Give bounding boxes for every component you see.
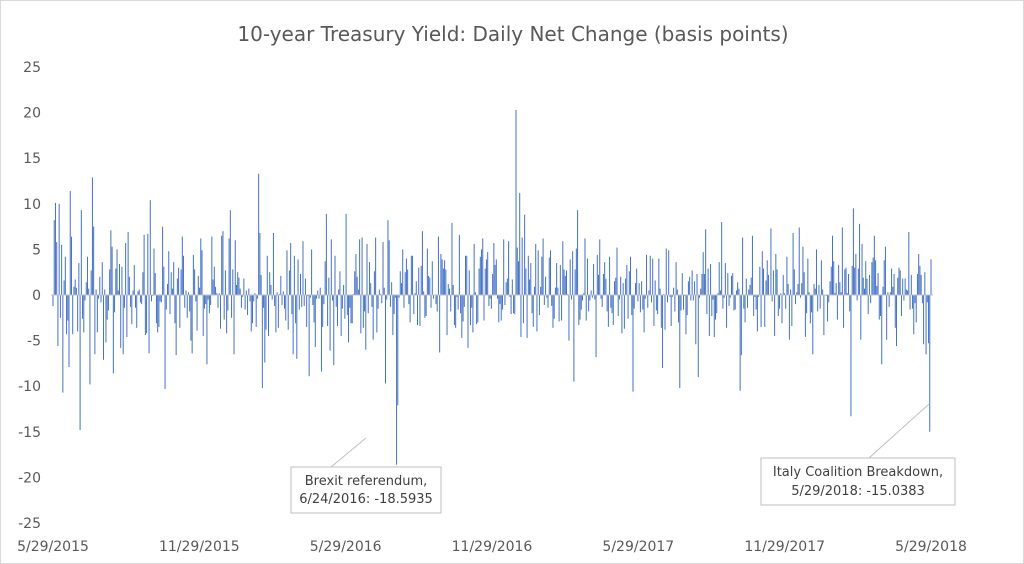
y-tick-label: -15 [18, 425, 41, 441]
y-tick-label: 5 [32, 242, 41, 258]
brexit-callout-text-line1: Brexit referendum, [305, 474, 428, 489]
y-tick-label: 20 [23, 106, 41, 122]
x-tick-label: 11/29/2017 [744, 539, 825, 555]
x-axis-tick-labels: 5/29/2015 11/29/2015 5/29/2016 11/29/2016 5/… [17, 539, 967, 555]
y-tick-label: 15 [23, 151, 41, 167]
chart-title: 10-year Treasury Yield: Daily Net Change… [237, 22, 788, 46]
brexit-callout-text-line2: 6/24/2016: -18.5935 [299, 492, 433, 507]
italy-callout-text-line1: Italy Coalition Breakdown, [773, 465, 943, 480]
italy-callout-leader [868, 403, 930, 459]
y-axis-tick-labels: 25 20 15 10 5 0 -5 -10 -15 -20 -25 [18, 60, 41, 532]
italy-callout-text-line2: 5/29/2018: -15.0383 [791, 484, 925, 499]
y-tick-label: 25 [23, 60, 41, 76]
brexit-callout-box [290, 466, 442, 514]
brexit-callout-leader [330, 437, 367, 468]
italy-callout-box [760, 457, 956, 506]
x-tick-label: 5/29/2016 [310, 539, 382, 555]
x-tick-label: 5/29/2017 [602, 539, 674, 555]
x-tick-label: 5/29/2015 [17, 539, 89, 555]
y-tick-label: 10 [23, 197, 41, 213]
y-tick-label: -5 [27, 334, 41, 350]
y-tick-label: -20 [18, 470, 41, 486]
y-tick-label: 0 [32, 288, 41, 304]
annotations: Brexit referendum, 6/24/2016: -18.5935 I… [290, 403, 956, 514]
y-tick-label: -25 [18, 516, 41, 532]
x-tick-label: 5/29/2018 [895, 539, 967, 555]
y-tick-label: -10 [18, 379, 41, 395]
x-tick-label: 11/29/2016 [452, 539, 533, 555]
x-tick-label: 11/29/2015 [159, 539, 240, 555]
bar-series [52, 109, 932, 465]
